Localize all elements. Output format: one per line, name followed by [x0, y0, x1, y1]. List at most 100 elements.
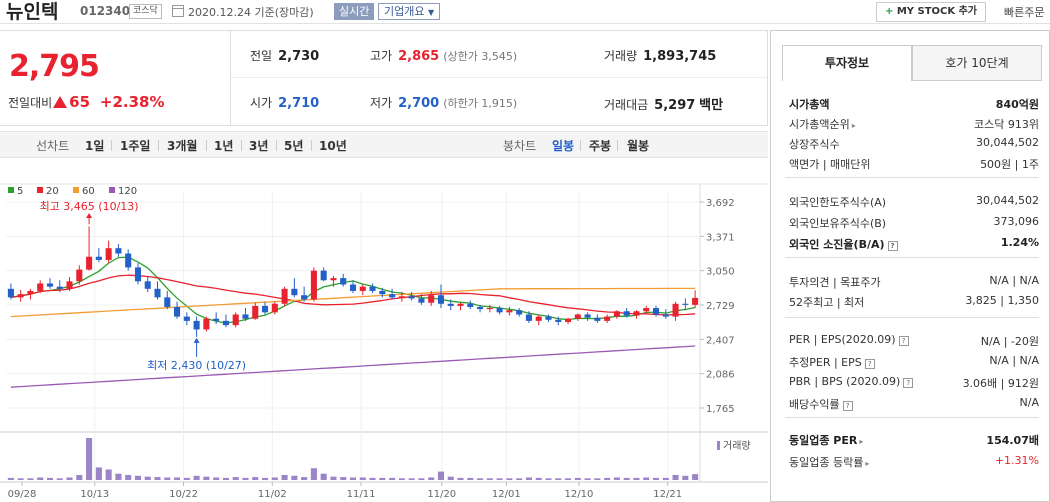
- period-3y[interactable]: 3년: [249, 139, 269, 153]
- candle-body: [46, 283, 54, 287]
- legend-swatch: [37, 187, 43, 193]
- candle-daily[interactable]: 일봉: [552, 139, 575, 153]
- volume-bar: [359, 477, 366, 480]
- tab-investment-info[interactable]: 투자정보: [782, 45, 912, 81]
- volume-bar: [662, 477, 669, 480]
- help-icon[interactable]: ?: [887, 241, 898, 251]
- add-mystock-button[interactable]: + MY STOCK 추가: [876, 2, 986, 22]
- current-price: 2,795: [9, 49, 100, 84]
- legend-label: 5: [17, 186, 23, 197]
- candle-body: [134, 267, 141, 282]
- volume-bar: [506, 478, 513, 480]
- foreign-group: 외국인한도주식수(A) 30,044,502 외국인보유주식수(B) 373,096 외…: [785, 191, 1039, 254]
- candle-body: [662, 314, 669, 317]
- period-10y[interactable]: 10년: [319, 139, 347, 153]
- volume-bar: [252, 477, 259, 480]
- period-1w[interactable]: 1주일: [120, 139, 151, 153]
- volume-bar: [203, 476, 210, 480]
- candle-body: [359, 286, 366, 291]
- opinion-group: 투자의견 | 목표주가 N/A | N/A 52주최고 | 최저 3,825 | 1,…: [785, 271, 1039, 311]
- help-icon[interactable]: ?: [842, 401, 853, 411]
- company-info-dropdown[interactable]: 기업개요 ▼: [378, 3, 441, 20]
- candle-body: [477, 306, 484, 310]
- volume-bar: [525, 477, 532, 480]
- period-1y[interactable]: 1년: [214, 139, 234, 153]
- y-tick-label: 2,407: [706, 335, 735, 346]
- x-tick-label: 09/28: [8, 489, 37, 500]
- candle-body: [193, 320, 200, 330]
- candle-body: [428, 295, 435, 303]
- candle-weekly[interactable]: 주봉: [589, 139, 612, 153]
- volume-bar: [76, 474, 83, 480]
- stock-chart[interactable]: 5 20 60 120 3,692 3,371 3,050 2,729 2,407 2,086 1,…: [0, 160, 768, 502]
- volume-bar: [672, 474, 679, 480]
- help-icon[interactable]: ?: [864, 359, 875, 369]
- info-row: 액면가 | 매매단위 500원 | 1주: [785, 153, 1039, 173]
- candle-body: [252, 305, 259, 319]
- candle-body: [467, 303, 474, 307]
- volume-bar: [86, 438, 93, 480]
- info-label: 외국인보유주식수(B): [789, 217, 887, 230]
- info-value: 154.07배: [986, 434, 1039, 447]
- quick-order-link[interactable]: 빠른주문: [1004, 6, 1045, 19]
- candle-body: [682, 303, 689, 305]
- volume-bar: [389, 477, 396, 480]
- candle-body: [76, 269, 83, 282]
- volume-bar: [692, 474, 699, 480]
- period-5y[interactable]: 5년: [284, 139, 304, 153]
- market-badge: 코스닥: [129, 4, 162, 19]
- info-row: PER | EPS(2020.09)? N/A | -20원: [785, 330, 1039, 351]
- candle-body: [692, 297, 699, 305]
- chart-period-bar: 선차트 1일 1주일 3개월 1년 3년 5년 10년 봉차트 일봉 주봉 월봉: [0, 131, 768, 158]
- candle-monthly[interactable]: 월봉: [627, 139, 650, 153]
- info-label: 동일업종 등락률 ▸: [789, 456, 870, 469]
- candle-body: [310, 270, 317, 300]
- realtime-button[interactable]: 실시간: [334, 3, 375, 20]
- info-label: 배당수익률?: [789, 396, 853, 412]
- volume-bar: [310, 468, 317, 480]
- info-value: N/A | N/A: [989, 354, 1039, 367]
- volume-bar: [301, 477, 308, 480]
- chevron-right-icon[interactable]: ▸: [865, 459, 870, 468]
- period-3m[interactable]: 3개월: [167, 139, 198, 153]
- info-value: 30,044,502: [976, 194, 1039, 207]
- info-row: 상장주식수 30,044,502: [785, 133, 1039, 153]
- candle-body: [379, 290, 386, 295]
- base-date: 2020.12.24 기준(장마감): [188, 6, 314, 19]
- tab-orderbook-10[interactable]: 호가 10단계: [912, 45, 1042, 81]
- volume-bar: [37, 477, 44, 480]
- volume-bar: [27, 478, 34, 480]
- help-icon[interactable]: ?: [898, 336, 909, 346]
- candle-body: [418, 298, 425, 303]
- volume-bar: [379, 477, 386, 480]
- volume-bar: [496, 478, 503, 480]
- volume-bar: [574, 477, 581, 480]
- candle-body: [652, 308, 660, 315]
- volume-bar: [281, 474, 288, 480]
- candle-body: [271, 303, 278, 313]
- legend-swatch: [8, 187, 14, 193]
- volume-bar: [545, 478, 552, 480]
- x-tick-label: 10/22: [169, 489, 198, 500]
- candle-body: [574, 314, 581, 319]
- candle-body: [613, 311, 620, 317]
- candle-body: [672, 303, 679, 317]
- chevron-right-icon[interactable]: ▸: [851, 121, 856, 130]
- volume-bar: [437, 471, 445, 480]
- volume-bar: [232, 477, 239, 480]
- period-1d[interactable]: 1일: [85, 139, 105, 153]
- stock-code: 012340: [80, 4, 131, 18]
- candle-body: [369, 286, 376, 291]
- price-summary: 2,795 전일대비 65 +2.38% 전일 2,730 고가 2,865 (상한가 …: [0, 30, 768, 126]
- volume-bar: [418, 478, 425, 480]
- candle-body: [27, 290, 34, 295]
- legend-swatch: [109, 187, 115, 193]
- chevron-down-icon: ▼: [427, 8, 435, 17]
- y-tick-label: 3,371: [706, 232, 735, 243]
- volume-bar: [66, 477, 73, 480]
- volume-bar: [408, 478, 415, 480]
- volume-bar: [330, 476, 337, 480]
- volume-bar: [584, 478, 591, 480]
- help-icon[interactable]: ?: [903, 378, 914, 388]
- chevron-right-icon[interactable]: ▸: [859, 437, 864, 446]
